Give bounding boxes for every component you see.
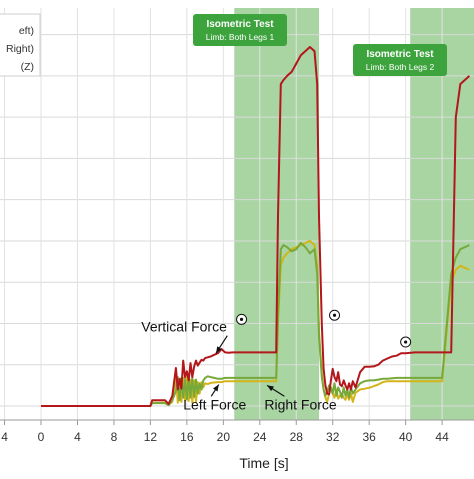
x-tick-label: 28 [290, 430, 304, 444]
annotation-label: Right Force [264, 396, 337, 412]
region-badge [353, 44, 447, 76]
event-marker-dot [332, 313, 337, 317]
legend-entry: eft) [19, 25, 34, 37]
legend-entry: Right) [6, 43, 34, 55]
x-tick-label: 4 [1, 430, 8, 444]
event-markers [236, 309, 412, 348]
annotation-arrowhead [212, 384, 219, 392]
x-tick-label: 8 [111, 430, 118, 444]
annotation-arrowhead [216, 346, 222, 354]
legend-entry: (Z) [21, 61, 34, 73]
region-badge-title: Isometric Test [206, 19, 274, 30]
x-axis-title: Time [s] [239, 455, 288, 471]
x-tick-label: 24 [253, 430, 267, 444]
annotations: Vertical Force Left Force Right Force [141, 319, 337, 413]
region-labels: Isometric Test Limb: Both Legs 1 Isometric… [193, 14, 447, 76]
x-tick-label: 16 [180, 430, 194, 444]
legend-box [0, 13, 41, 77]
region-badge [193, 14, 287, 46]
x-axis: 4 0 4 8 12 16 20 24 28 32 36 40 44 [0, 419, 474, 444]
annotation-label: Left Force [183, 396, 246, 412]
x-tick-label: 44 [435, 430, 449, 444]
x-tick-label: 12 [144, 430, 158, 444]
series-lines [41, 46, 471, 407]
annotation-label: Vertical Force [141, 319, 227, 335]
region-badge-subtitle: Limb: Both Legs 1 [206, 32, 275, 42]
x-tick-label: 32 [326, 430, 340, 444]
region-badge-title: Isometric Test [366, 49, 434, 60]
event-marker-dot [404, 340, 408, 344]
x-tick-label: 20 [217, 430, 231, 444]
series-line-vertical-force [41, 46, 471, 407]
x-tick-label: 40 [399, 430, 413, 444]
x-tick-label: 4 [74, 430, 81, 444]
region-badge-subtitle: Limb: Both Legs 2 [366, 62, 435, 72]
x-tick-label: 0 [38, 430, 45, 444]
annotation-arrowhead [267, 385, 274, 392]
series-line-right-force [41, 242, 470, 407]
legend: eft) Right) (Z) [0, 13, 41, 77]
event-marker-dot [239, 317, 244, 321]
x-tick-label: 36 [362, 430, 376, 444]
